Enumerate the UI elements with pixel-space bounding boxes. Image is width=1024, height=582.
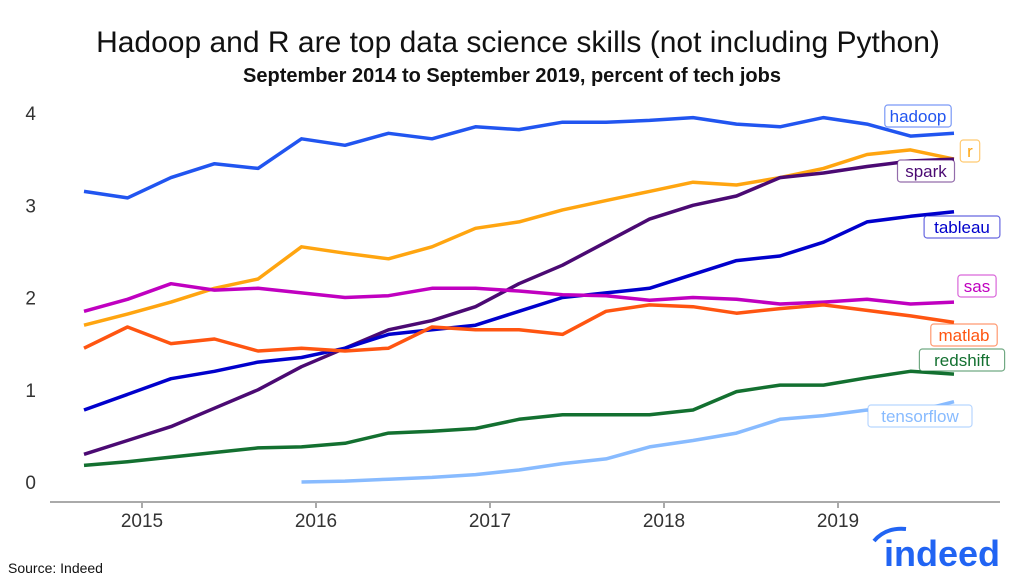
x-tick-label: 2017 (469, 511, 511, 532)
series-label-sas: sas (957, 274, 997, 298)
series-label-redshift: redshift (918, 348, 1006, 372)
y-tick-label: 3 (25, 196, 36, 217)
series-line-redshift (83, 369, 955, 468)
y-tick-label: 0 (25, 473, 36, 494)
svg-text:tensorflow: tensorflow (881, 407, 959, 426)
series-line-hadoop (83, 115, 955, 200)
series-line-matlab (83, 303, 955, 353)
source-note: Source: Indeed (8, 560, 103, 576)
svg-text:redshift: redshift (934, 351, 990, 370)
x-tick-label: 2015 (121, 511, 163, 532)
svg-text:matlab: matlab (938, 326, 989, 345)
series-label-matlab: matlab (930, 323, 998, 347)
series-line-tensorflow (301, 400, 955, 484)
y-tick-label: 1 (25, 381, 36, 402)
series-label-tensorflow: tensorflow (867, 404, 973, 428)
svg-text:sas: sas (964, 277, 990, 296)
chart-title: Hadoop and R are top data science skills… (96, 26, 940, 59)
chart-subtitle: September 2014 to September 2019, percen… (243, 65, 781, 87)
svg-text:r: r (967, 142, 973, 161)
indeed-logo: indeed (872, 526, 1000, 574)
svg-text:spark: spark (905, 162, 947, 181)
x-tick-label: 2016 (295, 511, 337, 532)
svg-text:tableau: tableau (934, 218, 990, 237)
y-tick-label: 4 (25, 104, 36, 125)
series-label-tableau: tableau (923, 215, 1001, 239)
x-tick-label: 2019 (817, 511, 859, 532)
series-line-tableau (83, 209, 955, 412)
svg-text:hadoop: hadoop (890, 107, 947, 126)
series-label-hadoop: hadoop (884, 104, 952, 128)
series-label-r: r (959, 139, 981, 163)
series-line-r (83, 148, 955, 327)
svg-text:indeed: indeed (884, 533, 1000, 574)
series-line-sas (83, 281, 955, 313)
series-line-spark (83, 157, 955, 456)
y-tick-label: 2 (25, 289, 36, 310)
series-label-spark: spark (896, 159, 956, 183)
x-tick-label: 2018 (643, 511, 685, 532)
